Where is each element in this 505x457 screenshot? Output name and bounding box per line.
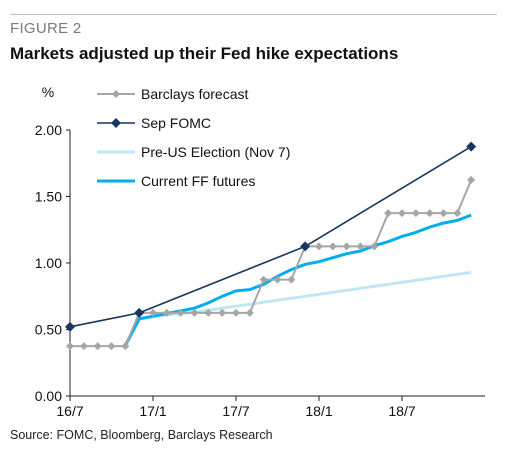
- data-point-barclays-forecast: [315, 242, 323, 251]
- data-point-barclays-forecast: [453, 209, 462, 218]
- legend-label-barclays-forecast: Barclays forecast: [141, 86, 248, 102]
- data-point-barclays-forecast: [79, 342, 88, 351]
- data-point-sep-fomc: [134, 307, 145, 318]
- data-point-sep-fomc: [466, 141, 477, 152]
- data-point-barclays-forecast: [149, 308, 157, 317]
- legend-label-current-ff-futures: Current FF futures: [141, 173, 255, 189]
- data-point-sep-fomc: [300, 241, 311, 252]
- series-current-ff-futures: [123, 213, 472, 347]
- y-tick-label: 1.50: [35, 189, 62, 205]
- source-note: Source: FOMC, Bloomberg, Barclays Resear…: [10, 428, 273, 442]
- series-line-sep-fomc: [69, 145, 472, 328]
- legend-marker-sep-fomc: [111, 118, 121, 128]
- y-axis-label: %: [42, 84, 54, 100]
- data-point-barclays-forecast: [218, 308, 227, 317]
- data-point-barclays-forecast: [328, 242, 337, 251]
- y-tick-label: 2.00: [35, 122, 62, 138]
- y-tick-label: 0.50: [35, 322, 62, 338]
- y-tick-label: 0.00: [35, 388, 62, 404]
- x-tick-label: 17/7: [222, 403, 249, 419]
- data-point-barclays-forecast: [107, 342, 116, 351]
- chart-axes: 0.00 0.50 1.00 1.50 2.00% 16/7 17/1 17/7 18/1 18/…: [35, 84, 485, 419]
- series-barclays-forecast: [66, 175, 476, 351]
- figure-title: Markets adjusted up their Fed hike expec…: [10, 44, 399, 63]
- data-point-barclays-forecast: [342, 242, 351, 251]
- data-point-barclays-forecast: [121, 342, 130, 351]
- data-point-barclays-forecast: [176, 308, 185, 317]
- chart-legend: Barclays forecast Sep FOMC Pre-US Election…: [97, 86, 290, 189]
- x-tick-label: 18/1: [305, 403, 332, 419]
- data-point-barclays-forecast: [411, 209, 420, 218]
- series-pre-us-election-nov-7: [123, 270, 472, 347]
- data-point-barclays-forecast: [370, 242, 379, 251]
- series-sep-fomc: [65, 141, 477, 332]
- data-point-barclays-forecast: [273, 275, 282, 284]
- legend-label-sep-fomc: Sep FOMC: [141, 115, 211, 131]
- data-point-barclays-forecast: [398, 209, 406, 218]
- x-tick-label: 18/7: [388, 403, 415, 419]
- x-tick-label: 16/7: [56, 403, 83, 419]
- series-line-pre-us-election-nov-7: [123, 270, 472, 347]
- data-point-barclays-forecast: [66, 342, 74, 351]
- x-tick-label: 17/1: [139, 403, 166, 419]
- data-point-barclays-forecast: [232, 308, 240, 317]
- data-point-barclays-forecast: [439, 209, 448, 218]
- data-point-barclays-forecast: [190, 308, 199, 317]
- data-point-barclays-forecast: [467, 175, 476, 184]
- top-rule: [10, 14, 497, 15]
- data-point-barclays-forecast: [204, 308, 213, 317]
- data-point-barclays-forecast: [356, 242, 365, 251]
- series-line-barclays-forecast: [70, 179, 473, 348]
- legend-label-pre-us-election-nov-7: Pre-US Election (Nov 7): [141, 144, 290, 160]
- data-point-barclays-forecast: [93, 342, 102, 351]
- legend-marker-barclays-forecast: [112, 90, 120, 98]
- data-point-barclays-forecast: [287, 275, 296, 284]
- data-point-barclays-forecast: [425, 209, 434, 218]
- figure-label: FIGURE 2: [10, 20, 82, 37]
- data-point-barclays-forecast: [162, 308, 171, 317]
- series-layer: [65, 141, 477, 351]
- y-tick-label: 1.00: [35, 255, 62, 271]
- series-line-current-ff-futures: [123, 213, 472, 347]
- data-point-sep-fomc: [65, 321, 75, 332]
- data-point-barclays-forecast: [384, 209, 393, 218]
- data-point-barclays-forecast: [245, 308, 254, 317]
- data-point-barclays-forecast: [259, 275, 268, 284]
